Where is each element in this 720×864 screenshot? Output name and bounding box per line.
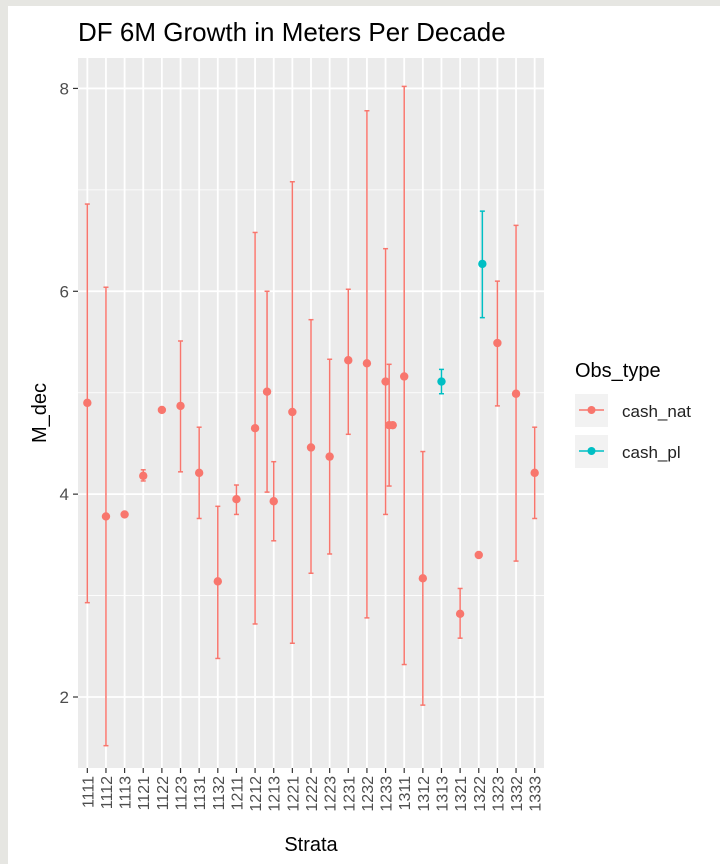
errorbar-cash_nat-1311-20 bbox=[400, 85, 409, 666]
errorbar-cash_nat-1233-19 bbox=[388, 420, 397, 430]
x-tick-label-1313: 1313 bbox=[434, 776, 451, 812]
data-point-cash_nat-1132 bbox=[213, 577, 222, 586]
legend-label-cash-pl: cash_pl bbox=[622, 443, 681, 462]
x-tick-label-1221: 1221 bbox=[285, 776, 302, 812]
errorbar-cash_nat-1213-10 bbox=[269, 460, 278, 542]
x-tick-label-1112: 1112 bbox=[99, 776, 116, 809]
errorbar-cash_nat-1123-5 bbox=[176, 340, 185, 473]
y-tick-label-4: 4 bbox=[60, 485, 69, 504]
y-tick-label-6: 6 bbox=[60, 282, 69, 301]
y-tick-label-2: 2 bbox=[60, 688, 69, 707]
x-tick-label-1222: 1222 bbox=[304, 776, 321, 812]
data-point-cash_nat-1211 bbox=[232, 495, 241, 504]
data-point-cash_nat-1121 bbox=[139, 471, 148, 481]
errorbar-cash_nat-1312-21 bbox=[418, 450, 428, 706]
data-point-cash_nat-1111 bbox=[83, 398, 92, 408]
x-tick-label-1332: 1332 bbox=[509, 776, 526, 812]
x-tick-label-1121: 1121 bbox=[136, 776, 153, 811]
x-tick-label-1322: 1322 bbox=[472, 776, 489, 812]
x-tick-label-1233: 1233 bbox=[379, 776, 396, 812]
data-point-cash_nat-1223 bbox=[325, 452, 334, 461]
y-tick-label-8: 8 bbox=[60, 79, 69, 98]
data-point-cash_nat-1311 bbox=[400, 372, 409, 381]
data-point-cash_nat-1221 bbox=[288, 407, 297, 417]
data-point-cash_nat-1113 bbox=[120, 510, 129, 519]
x-tick-label-1122: 1122 bbox=[155, 776, 172, 811]
x-axis: 1111 1112 1113 1121 1122 1123 1131 1132 1211 1212… bbox=[80, 768, 545, 812]
errorbar-cash_nat-1212-9 bbox=[250, 231, 260, 625]
data-point-cash_nat-1323 bbox=[493, 338, 502, 348]
errorbar-cash_nat-1111-0 bbox=[83, 203, 92, 604]
x-tick-label-1311: 1311 bbox=[397, 776, 414, 811]
errorbar-cash_nat-1211-8 bbox=[232, 484, 241, 516]
data-point-cash_nat-1231 bbox=[344, 356, 353, 365]
data-point-cash_nat-1213 bbox=[269, 497, 278, 506]
x-tick-label-1211: 1211 bbox=[229, 776, 246, 811]
errorbar-cash_nat-1322-23 bbox=[474, 550, 483, 560]
data-point-cash_nat-1233 bbox=[381, 377, 390, 386]
data-point-cash_nat-1322 bbox=[474, 550, 483, 560]
x-tick-label-1232: 1232 bbox=[360, 776, 377, 812]
errorbar-cash_nat-1231-15 bbox=[344, 288, 353, 436]
x-tick-label-1123: 1123 bbox=[174, 776, 191, 811]
errorbar-cash_nat-1223-14 bbox=[325, 358, 334, 555]
y-axis: 2 4 6 8 bbox=[60, 79, 78, 707]
legend-label-cash-nat: cash_nat bbox=[622, 402, 691, 421]
x-tick-label-1333: 1333 bbox=[528, 776, 545, 812]
data-point-cash_nat-1233 bbox=[388, 420, 397, 430]
legend: Obs_type cash_nat cash_pl bbox=[575, 360, 691, 468]
errorbar-cash_nat-1131-6 bbox=[194, 426, 204, 520]
errorbar-chart: DF 6M Growth in Meters Per Decade 2 4 6 8 1… bbox=[29, 17, 691, 856]
x-tick-label-1323: 1323 bbox=[490, 776, 507, 812]
data-point-cash_nat-1312 bbox=[418, 574, 428, 583]
legend-title: Obs_type bbox=[575, 360, 661, 382]
data-point-cash_nat-1112 bbox=[101, 512, 111, 521]
errorbar-cash_nat-1112-1 bbox=[101, 286, 111, 747]
x-tick-label-1131: 1131 bbox=[192, 776, 209, 811]
x-tick-label-1321: 1321 bbox=[453, 776, 470, 812]
errorbar-cash_pl-1322-1 bbox=[478, 210, 487, 319]
errorbar-cash_nat-1332-25 bbox=[511, 224, 521, 562]
x-tick-label-1113: 1113 bbox=[118, 776, 135, 809]
x-tick-label-1223: 1223 bbox=[323, 776, 340, 812]
errorbar-cash_nat-1221-12 bbox=[288, 180, 297, 644]
x-tick-label-1212: 1212 bbox=[248, 776, 265, 812]
y-axis-label: M_dec bbox=[29, 383, 51, 443]
errorbar-cash_nat-1121-3 bbox=[139, 469, 148, 482]
errorbar-cash_nat-1321-22 bbox=[455, 587, 465, 639]
legend-key-point-cash-pl bbox=[587, 447, 596, 455]
data-point-cash_nat-1222 bbox=[306, 443, 316, 452]
x-tick-label-1231: 1231 bbox=[341, 776, 358, 812]
data-point-cash_nat-1332 bbox=[511, 389, 521, 398]
data-point-cash_nat-1131 bbox=[194, 468, 204, 478]
x-axis-label: Strata bbox=[284, 834, 338, 856]
chart-title: DF 6M Growth in Meters Per Decade bbox=[78, 17, 506, 47]
errorbar-cash_nat-1132-7 bbox=[213, 505, 222, 660]
data-point-cash_nat-1232 bbox=[362, 359, 372, 368]
errorbar-cash_pl-1313-0 bbox=[437, 368, 446, 395]
errorbar-cash_nat-1232-16 bbox=[362, 109, 372, 619]
data-marks bbox=[83, 85, 539, 747]
errorbar-cash_nat-1323-24 bbox=[493, 280, 502, 407]
errorbar-cash_nat-1222-13 bbox=[306, 318, 316, 575]
data-point-cash_pl-1322 bbox=[478, 259, 487, 269]
errorbar-cash_nat-1333-26 bbox=[530, 426, 539, 520]
legend-key-point-cash-nat bbox=[587, 406, 596, 414]
data-point-cash_pl-1313 bbox=[437, 377, 446, 386]
errorbar-cash_nat-1122-4 bbox=[157, 405, 167, 415]
plot-window: DF 6M Growth in Meters Per Decade 2 4 6 8 1… bbox=[8, 6, 720, 864]
data-point-cash_nat-1333 bbox=[530, 468, 539, 478]
x-tick-label-1132: 1132 bbox=[211, 776, 228, 811]
data-point-cash_nat-1123 bbox=[176, 401, 185, 411]
data-point-cash_nat-1212 bbox=[250, 424, 260, 433]
errorbar-cash_nat-1213-11 bbox=[262, 290, 272, 493]
data-point-cash_nat-1213 bbox=[262, 387, 272, 396]
x-tick-label-1312: 1312 bbox=[416, 776, 433, 812]
x-tick-label-1111: 1111 bbox=[80, 776, 97, 808]
errorbar-cash_nat-1113-2 bbox=[120, 510, 129, 519]
data-point-cash_nat-1321 bbox=[455, 609, 465, 619]
x-tick-label-1213: 1213 bbox=[267, 776, 284, 812]
errorbar-cash_nat-1233-17 bbox=[381, 247, 390, 516]
data-point-cash_nat-1122 bbox=[157, 405, 167, 415]
